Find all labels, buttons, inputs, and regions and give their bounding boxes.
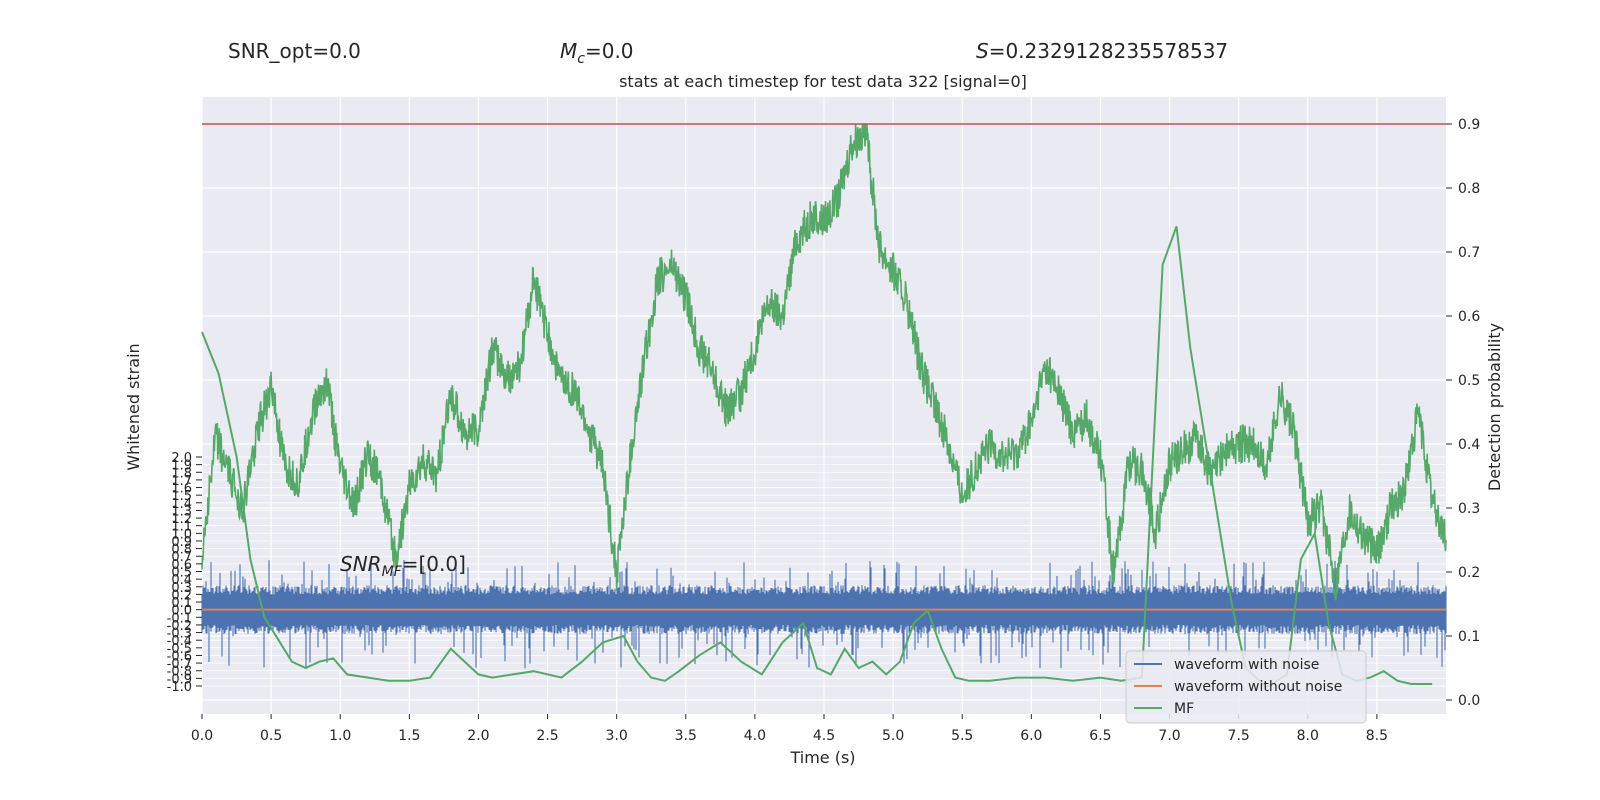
left-axis-ticks: -1.0-0.9-0.8-0.7-0.6-0.5-0.4-0.3-0.2-0.1… — [167, 451, 202, 695]
chart-title: stats at each timestep for test data 322… — [619, 72, 1027, 91]
left-tick-label-11: 0.1 — [171, 596, 192, 611]
left-tick-label-22: 1.2 — [171, 512, 192, 527]
header-chirp-mass-symbol: M — [560, 39, 577, 63]
left-tick-label-2: -0.8 — [167, 665, 192, 680]
left-tick-label-15: 0.5 — [171, 566, 192, 581]
right-tick-label-0: 0.0 — [1458, 693, 1480, 709]
right-axis-ticks: 0.0 0.1 0.2 0.3 0.4 0.5 0.6 0.7 0.8 0.9 — [1446, 117, 1480, 709]
left-tick-label-12: 0.2 — [171, 588, 192, 603]
x-tick-label-12: 6.0 — [1020, 728, 1042, 744]
right-tick-label-3: 0.3 — [1458, 501, 1480, 517]
left-tick-label-24: 1.4 — [171, 497, 192, 512]
legend-label-clean: waveform without noise — [1174, 679, 1342, 695]
left-tick-label-10: 0.0 — [171, 604, 192, 619]
legend-box — [1125, 650, 1367, 724]
snr-mf-value: =[0.0] — [402, 552, 466, 576]
x-axis-label: Time (s) — [789, 748, 855, 767]
x-tick-label-9: 4.5 — [813, 728, 835, 744]
series-detection-probability — [201, 123, 1447, 601]
legend-label-mf: MF — [1174, 701, 1194, 717]
x-tick-label-2: 1.0 — [329, 728, 351, 744]
left-tick-label-30: 2.0 — [171, 451, 192, 466]
right-tick-label-6: 0.6 — [1458, 309, 1480, 325]
snr-mf-prefix: SNR — [340, 552, 382, 576]
left-tick-label-23: 1.3 — [171, 504, 192, 519]
snr-mf-sub: MF — [382, 564, 403, 580]
x-tick-label-11: 5.5 — [951, 728, 973, 744]
header: SNR_opt=0.0 Mc=0.0 S=0.2329128235578537 — [228, 39, 1228, 67]
right-tick-label-1: 0.1 — [1458, 629, 1480, 645]
left-tick-label-13: 0.3 — [171, 581, 192, 596]
x-tick-label-3: 1.5 — [398, 728, 420, 744]
x-tick-label-1: 0.5 — [260, 728, 282, 744]
x-tick-label-5: 2.5 — [536, 728, 558, 744]
x-axis-ticks: 0.0 0.5 1.0 1.5 2.0 2.5 3.0 3.5 4.0 4.5 5.0 5.5 6.0 6… — [191, 714, 1388, 744]
x-tick-label-17: 8.5 — [1366, 728, 1388, 744]
x-tick-label-10: 5.0 — [882, 728, 904, 744]
left-axis-label: Whitened strain — [124, 343, 143, 470]
left-tick-label-4: -0.6 — [167, 649, 192, 664]
x-tick-label-7: 3.5 — [675, 728, 697, 744]
right-tick-label-8: 0.8 — [1458, 181, 1480, 197]
left-tick-label-8: -0.2 — [167, 619, 192, 634]
x-tick-label-15: 7.5 — [1228, 728, 1250, 744]
left-tick-label-18: 0.8 — [171, 543, 192, 558]
left-tick-label-29: 1.9 — [171, 459, 192, 474]
right-axis-label: Detection probability — [1485, 323, 1504, 491]
right-tick-label-4: 0.4 — [1458, 437, 1480, 453]
x-tick-label-6: 3.0 — [606, 728, 628, 744]
header-chirp-mass-value: =0.0 — [585, 39, 634, 63]
x-tick-label-14: 7.0 — [1158, 728, 1180, 744]
left-tick-label-9: -0.1 — [167, 611, 192, 626]
header-chirp-mass-sub: c — [577, 51, 585, 67]
left-tick-label-6: -0.4 — [167, 634, 192, 649]
left-tick-label-26: 1.6 — [171, 482, 192, 497]
x-tick-label-4: 2.0 — [467, 728, 489, 744]
left-tick-label-28: 1.8 — [171, 466, 192, 481]
legend: waveform with noise waveform without noi… — [1125, 650, 1367, 724]
left-tick-label-14: 0.4 — [171, 573, 192, 588]
left-tick-label-21: 1.1 — [171, 520, 192, 535]
header-score-symbol: S — [976, 39, 989, 63]
left-tick-label-7: -0.3 — [167, 627, 192, 642]
left-tick-label-1: -0.9 — [167, 672, 192, 687]
x-tick-label-8: 4.0 — [744, 728, 766, 744]
header-score-value: =0.2329128235578537 — [989, 39, 1228, 63]
left-tick-label-27: 1.7 — [171, 474, 192, 489]
left-tick-label-5: -0.5 — [167, 642, 192, 657]
right-tick-label-9: 0.9 — [1458, 117, 1480, 133]
right-tick-label-5: 0.5 — [1458, 373, 1480, 389]
left-tick-label-19: 0.9 — [171, 535, 192, 550]
right-tick-label-7: 0.7 — [1458, 245, 1480, 261]
x-tick-label-0: 0.0 — [191, 728, 213, 744]
left-tick-label-3: -0.7 — [167, 657, 192, 672]
header-score: S=0.2329128235578537 — [976, 39, 1228, 63]
snr-mf-annotation: SNRMF=[0.0] — [340, 552, 466, 580]
header-snr-opt: SNR_opt=0.0 — [228, 39, 361, 63]
header-chirp-mass: Mc=0.0 — [560, 39, 634, 67]
left-tick-label-0: -1.0 — [167, 680, 192, 695]
left-tick-label-17: 0.7 — [171, 550, 192, 565]
right-tick-label-2: 0.2 — [1458, 565, 1480, 581]
left-tick-label-20: 1.0 — [171, 527, 192, 542]
x-tick-label-16: 8.0 — [1297, 728, 1319, 744]
x-tick-label-13: 6.5 — [1089, 728, 1111, 744]
left-tick-label-16: 0.6 — [171, 558, 192, 573]
left-tick-label-25: 1.5 — [171, 489, 192, 504]
legend-label-noisy: waveform with noise — [1174, 657, 1319, 673]
